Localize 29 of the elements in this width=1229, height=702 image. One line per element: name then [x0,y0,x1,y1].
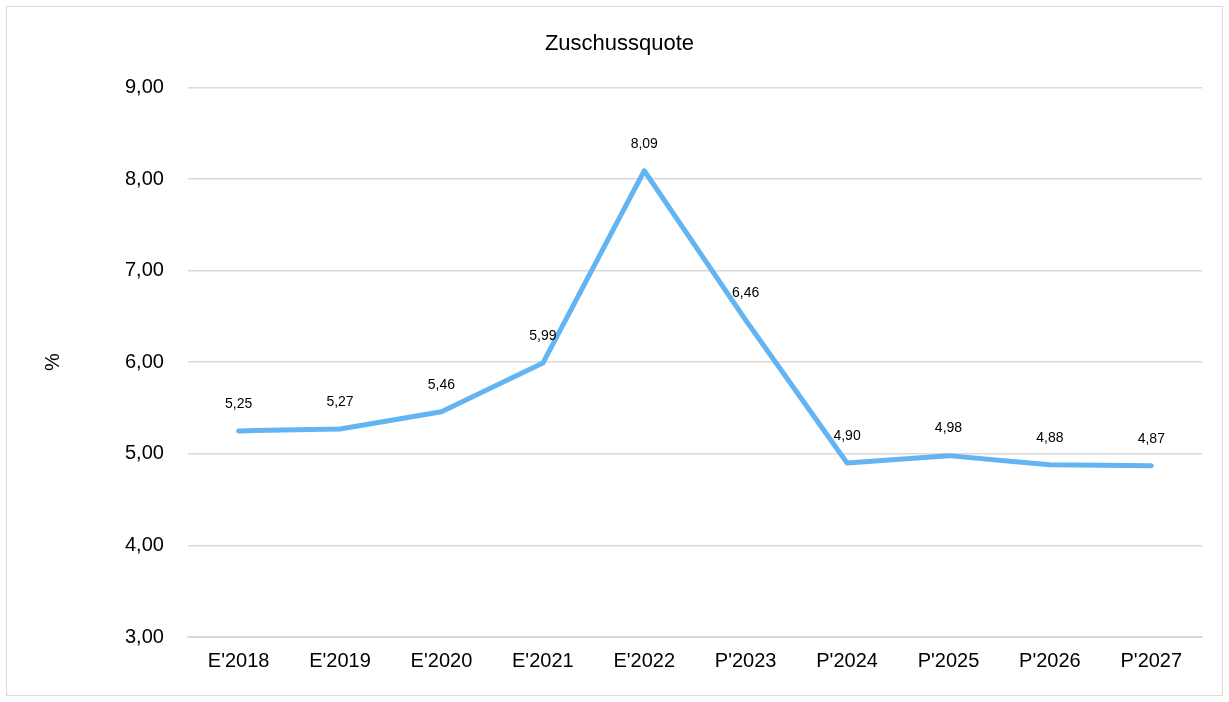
y-tick-label: 3,00 [124,624,164,647]
x-tick-label: P'2023 [714,648,777,671]
y-tick-label: 6,00 [124,349,164,372]
y-tick-label: 7,00 [124,258,164,281]
x-tick-label: E'2018 [207,648,270,671]
y-tick-label: 4,00 [124,532,164,555]
chart-title: Zuschussquote [544,30,695,56]
x-tick-label: P'2027 [1120,648,1183,671]
x-tick-label: E'2019 [309,648,371,671]
data-label: 8,09 [630,134,659,151]
data-label: 4,87 [1137,429,1166,446]
x-tick-label: P'2024 [816,648,878,671]
y-tick-label: 5,00 [124,441,164,464]
x-tick-label: E'2020 [410,648,473,671]
x-tick-label: E'2022 [613,648,676,671]
data-label: 4,88 [1036,428,1064,445]
data-label: 5,46 [427,375,456,392]
y-tick-label: 9,00 [124,74,164,97]
data-label: 5,25 [225,394,253,411]
y-axis-title: % [40,353,63,372]
data-label: 5,27 [326,392,354,409]
x-tick-label: P'2026 [1019,648,1081,671]
x-tick-label: E'2021 [512,648,574,671]
data-label: 5,99 [529,326,557,343]
y-tick-label: 8,00 [124,166,164,189]
data-label: 6,46 [732,283,760,300]
data-label: 4,90 [833,426,861,443]
x-tick-label: P'2025 [917,648,980,671]
data-label: 4,98 [934,419,963,436]
